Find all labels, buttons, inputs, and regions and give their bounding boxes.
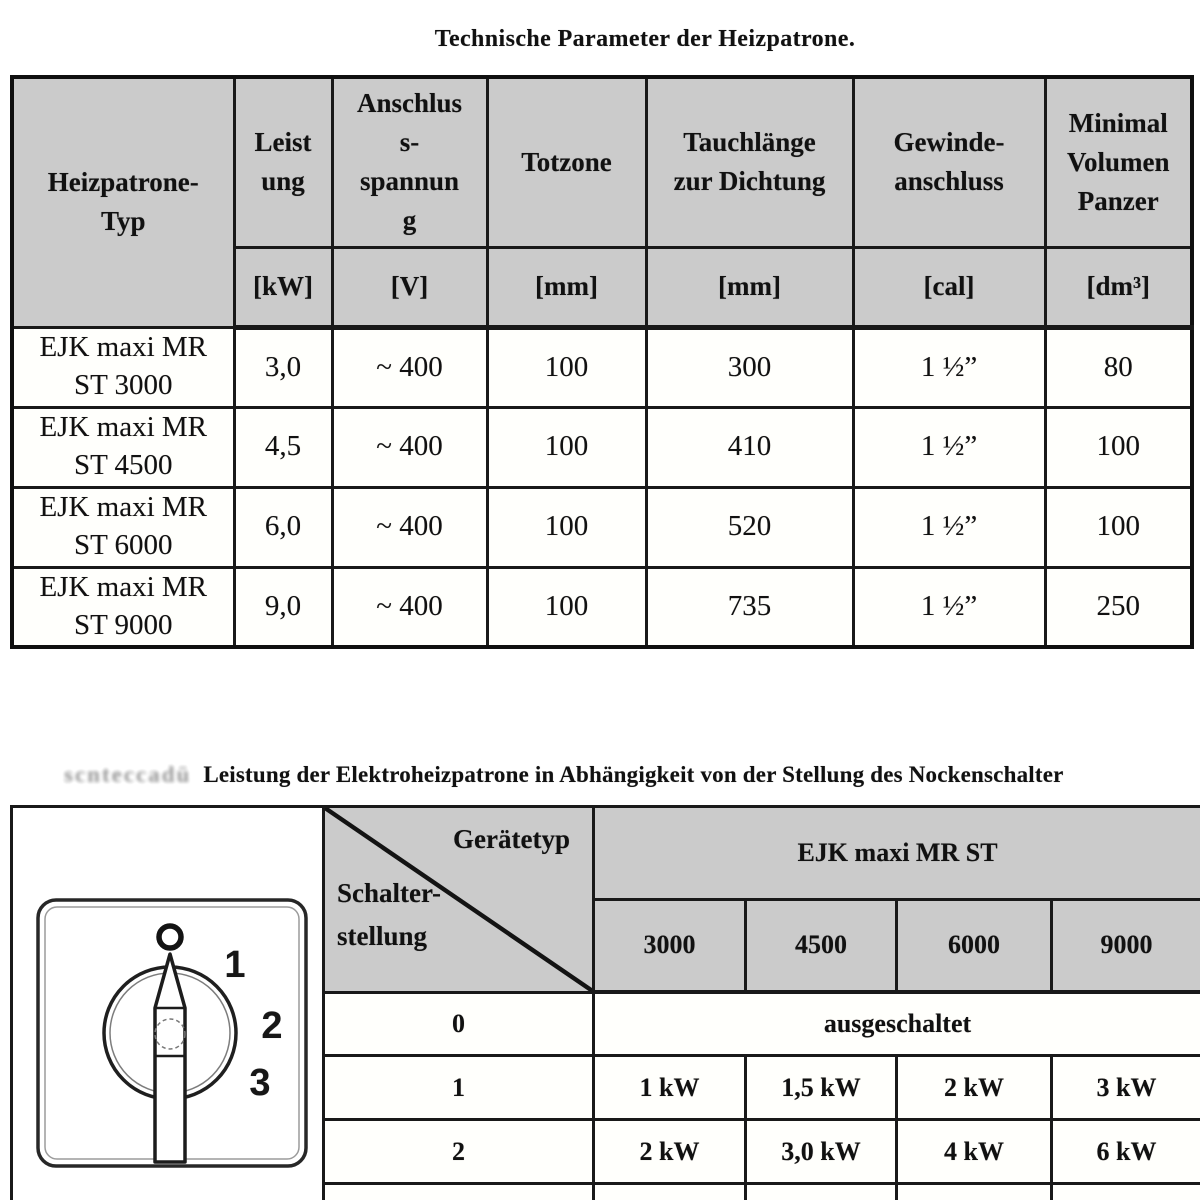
switch-position-row-0: 0 ausgeschaltet	[12, 990, 1200, 1058]
col-header-totzone: Totzone	[485, 75, 648, 249]
power-vs-switch-position-table: 1 2 3 Gerätetyp Schalter- stellung EJK m…	[10, 805, 1200, 1200]
switch-knob-pointer	[153, 952, 187, 1164]
power-cell: 6 kW	[895, 1182, 1053, 1200]
table2-header-row-2: 3000 4500 6000 9000	[12, 897, 1200, 995]
corner-label-schalterstellung: Schalter- stellung	[337, 878, 441, 952]
unit-kw: [kW]	[232, 245, 334, 330]
typ-cell: EJK maxi MR ST 9000	[10, 565, 236, 649]
typ-cell: EJK maxi MR ST 4500	[10, 405, 236, 489]
totzone-cell: 100	[485, 485, 648, 569]
knob-screw-circle	[154, 1018, 186, 1050]
faded-word: scnteccadü	[64, 762, 192, 787]
power-cell: 3,0 kW	[744, 1118, 898, 1186]
volumen-cell: 100	[1043, 485, 1194, 569]
unit-mm-tauchlaenge: [mm]	[644, 245, 855, 330]
spannung-cell: ~ 400	[330, 325, 489, 409]
tauchlaenge-cell: 735	[644, 565, 855, 649]
position-label-2: 2	[261, 1005, 282, 1047]
rotary-switch-cell: 1 2 3	[10, 805, 325, 1200]
table-row-st6000: EJK maxi MR ST 6000 6,0 ~ 400 100 520 1 …	[10, 485, 1194, 569]
gewinde-cell: 1 ½”	[851, 405, 1047, 489]
tauchlaenge-cell: 520	[644, 485, 855, 569]
totzone-cell: 100	[485, 405, 648, 489]
spannung-cell: ~ 400	[330, 405, 489, 489]
power-cell: 2 kW	[592, 1118, 747, 1186]
leistung-cell: 3,0	[232, 325, 334, 409]
typ-cell: EJK maxi MR ST 6000	[10, 485, 236, 569]
volumen-cell: 80	[1043, 325, 1194, 409]
switch-position-row-2: 2 2 kW 3,0 kW 4 kW 6 kW	[12, 1118, 1200, 1186]
gewinde-cell: 1 ½”	[851, 485, 1047, 569]
gewinde-cell: 1 ½”	[851, 565, 1047, 649]
power-cell: 3 kW	[592, 1182, 747, 1200]
group-header-ejk-maxi-mr-st: EJK maxi MR ST	[591, 805, 1200, 901]
spannung-cell: ~ 400	[330, 485, 489, 569]
model-header-4500: 4500	[744, 897, 898, 995]
table1-header-row: Heizpatrone- Typ Leist ung Anschlus s- s…	[10, 75, 1194, 329]
power-cell: 6 kW	[1049, 1118, 1200, 1186]
table2-title-line: scnteccadü Leistung der Elektroheizpatron…	[64, 762, 1200, 788]
model-header-6000: 6000	[895, 897, 1053, 995]
position-cell: 1	[322, 1054, 595, 1122]
technical-parameters-table: Heizpatrone- Typ Leist ung Anschlus s- s…	[10, 75, 1194, 649]
col-header-heizpatrone-typ: Heizpatrone- Typ	[10, 75, 236, 329]
leistung-cell: 6,0	[232, 485, 334, 569]
volumen-cell: 250	[1043, 565, 1194, 649]
leistung-cell: 4,5	[232, 405, 334, 489]
switch-position-row-3: 3 3 kW 4,5 kW 6 kW 9 kW	[12, 1182, 1200, 1200]
table1-title: Technische Parameter der Heizpatrone.	[434, 26, 856, 52]
col-header-gewindeanschluss: Gewinde- anschluss	[851, 75, 1047, 249]
table-row-st9000: EJK maxi MR ST 9000 9,0 ~ 400 100 735 1 …	[10, 565, 1194, 649]
table2-title: Leistung der Elektroheizpatrone in Abhän…	[203, 762, 1064, 787]
power-cell: 2 kW	[895, 1054, 1053, 1122]
power-cell: 4 kW	[895, 1118, 1053, 1186]
col-header-tauchlaenge: Tauchlänge zur Dichtung	[644, 75, 855, 249]
switch-position-row-1: 1 1 kW 1,5 kW 2 kW 3 kW	[12, 1054, 1200, 1122]
unit-dm3: [dm³]	[1043, 245, 1194, 330]
power-cell: 1 kW	[592, 1054, 747, 1122]
power-cell: 1,5 kW	[744, 1054, 898, 1122]
position-cell: 0	[322, 990, 595, 1058]
totzone-cell: 100	[485, 565, 648, 649]
table2-header-row-1: 1 2 3 Gerätetyp Schalter- stellung EJK m…	[10, 805, 1200, 1200]
ausgeschaltet-cell: ausgeschaltet	[591, 990, 1200, 1058]
col-header-anschlussspannung: Anschlus s- spannun g	[330, 75, 489, 249]
off-position-marker-icon	[156, 923, 184, 951]
position-cell: 3	[322, 1182, 595, 1200]
model-header-9000: 9000	[1049, 897, 1200, 995]
position-cell: 2	[322, 1118, 595, 1186]
diagonal-corner-cell: Gerätetyp Schalter- stellung	[322, 805, 595, 994]
model-header-3000: 3000	[592, 897, 747, 995]
unit-cal: [cal]	[851, 245, 1047, 330]
unit-v: [V]	[330, 245, 489, 330]
tauchlaenge-cell: 410	[644, 405, 855, 489]
position-label-1: 1	[224, 944, 245, 986]
diagonal-divider-line	[326, 809, 591, 990]
table-row-st4500: EJK maxi MR ST 4500 4,5 ~ 400 100 410 1 …	[10, 405, 1194, 489]
spannung-cell: ~ 400	[330, 565, 489, 649]
power-cell: 3 kW	[1049, 1054, 1200, 1122]
col-header-minimal-volumen: Minimal Volumen Panzer	[1043, 75, 1194, 249]
unit-mm-totzone: [mm]	[485, 245, 648, 330]
corner-label-geraetetyp: Gerätetyp	[453, 824, 570, 854]
typ-cell: EJK maxi MR ST 3000	[10, 325, 236, 409]
tauchlaenge-cell: 300	[644, 325, 855, 409]
volumen-cell: 100	[1043, 405, 1194, 489]
gewinde-cell: 1 ½”	[851, 325, 1047, 409]
table1-units-row: [kW] [V] [mm] [mm] [cal] [dm³]	[12, 245, 1194, 330]
rotary-switch-diagram: 1 2 3	[36, 898, 308, 1168]
power-cell: 9 kW	[1049, 1182, 1200, 1200]
table-row-st3000: EJK maxi MR ST 3000 3,0 ~ 400 100 300 1 …	[10, 325, 1194, 409]
leistung-cell: 9,0	[232, 565, 334, 649]
col-header-leistung: Leist ung	[232, 75, 334, 249]
power-cell: 4,5 kW	[744, 1182, 898, 1200]
totzone-cell: 100	[485, 325, 648, 409]
position-label-3: 3	[249, 1062, 270, 1104]
